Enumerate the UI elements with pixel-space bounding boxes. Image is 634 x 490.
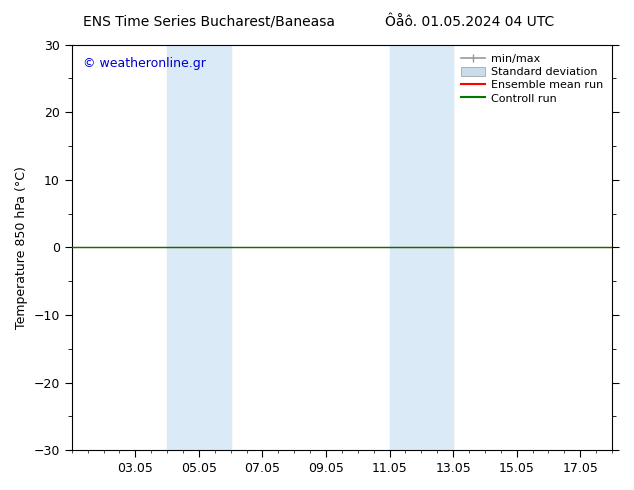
Text: © weatheronline.gr: © weatheronline.gr xyxy=(82,57,205,70)
Legend: min/max, Standard deviation, Ensemble mean run, Controll run: min/max, Standard deviation, Ensemble me… xyxy=(458,50,607,107)
Bar xyxy=(389,45,453,450)
Text: Ôåô. 01.05.2024 04 UTC: Ôåô. 01.05.2024 04 UTC xyxy=(385,15,553,29)
Y-axis label: Temperature 850 hPa (°C): Temperature 850 hPa (°C) xyxy=(15,166,28,329)
Bar xyxy=(167,45,231,450)
Text: ENS Time Series Bucharest/Baneasa: ENS Time Series Bucharest/Baneasa xyxy=(83,15,335,29)
